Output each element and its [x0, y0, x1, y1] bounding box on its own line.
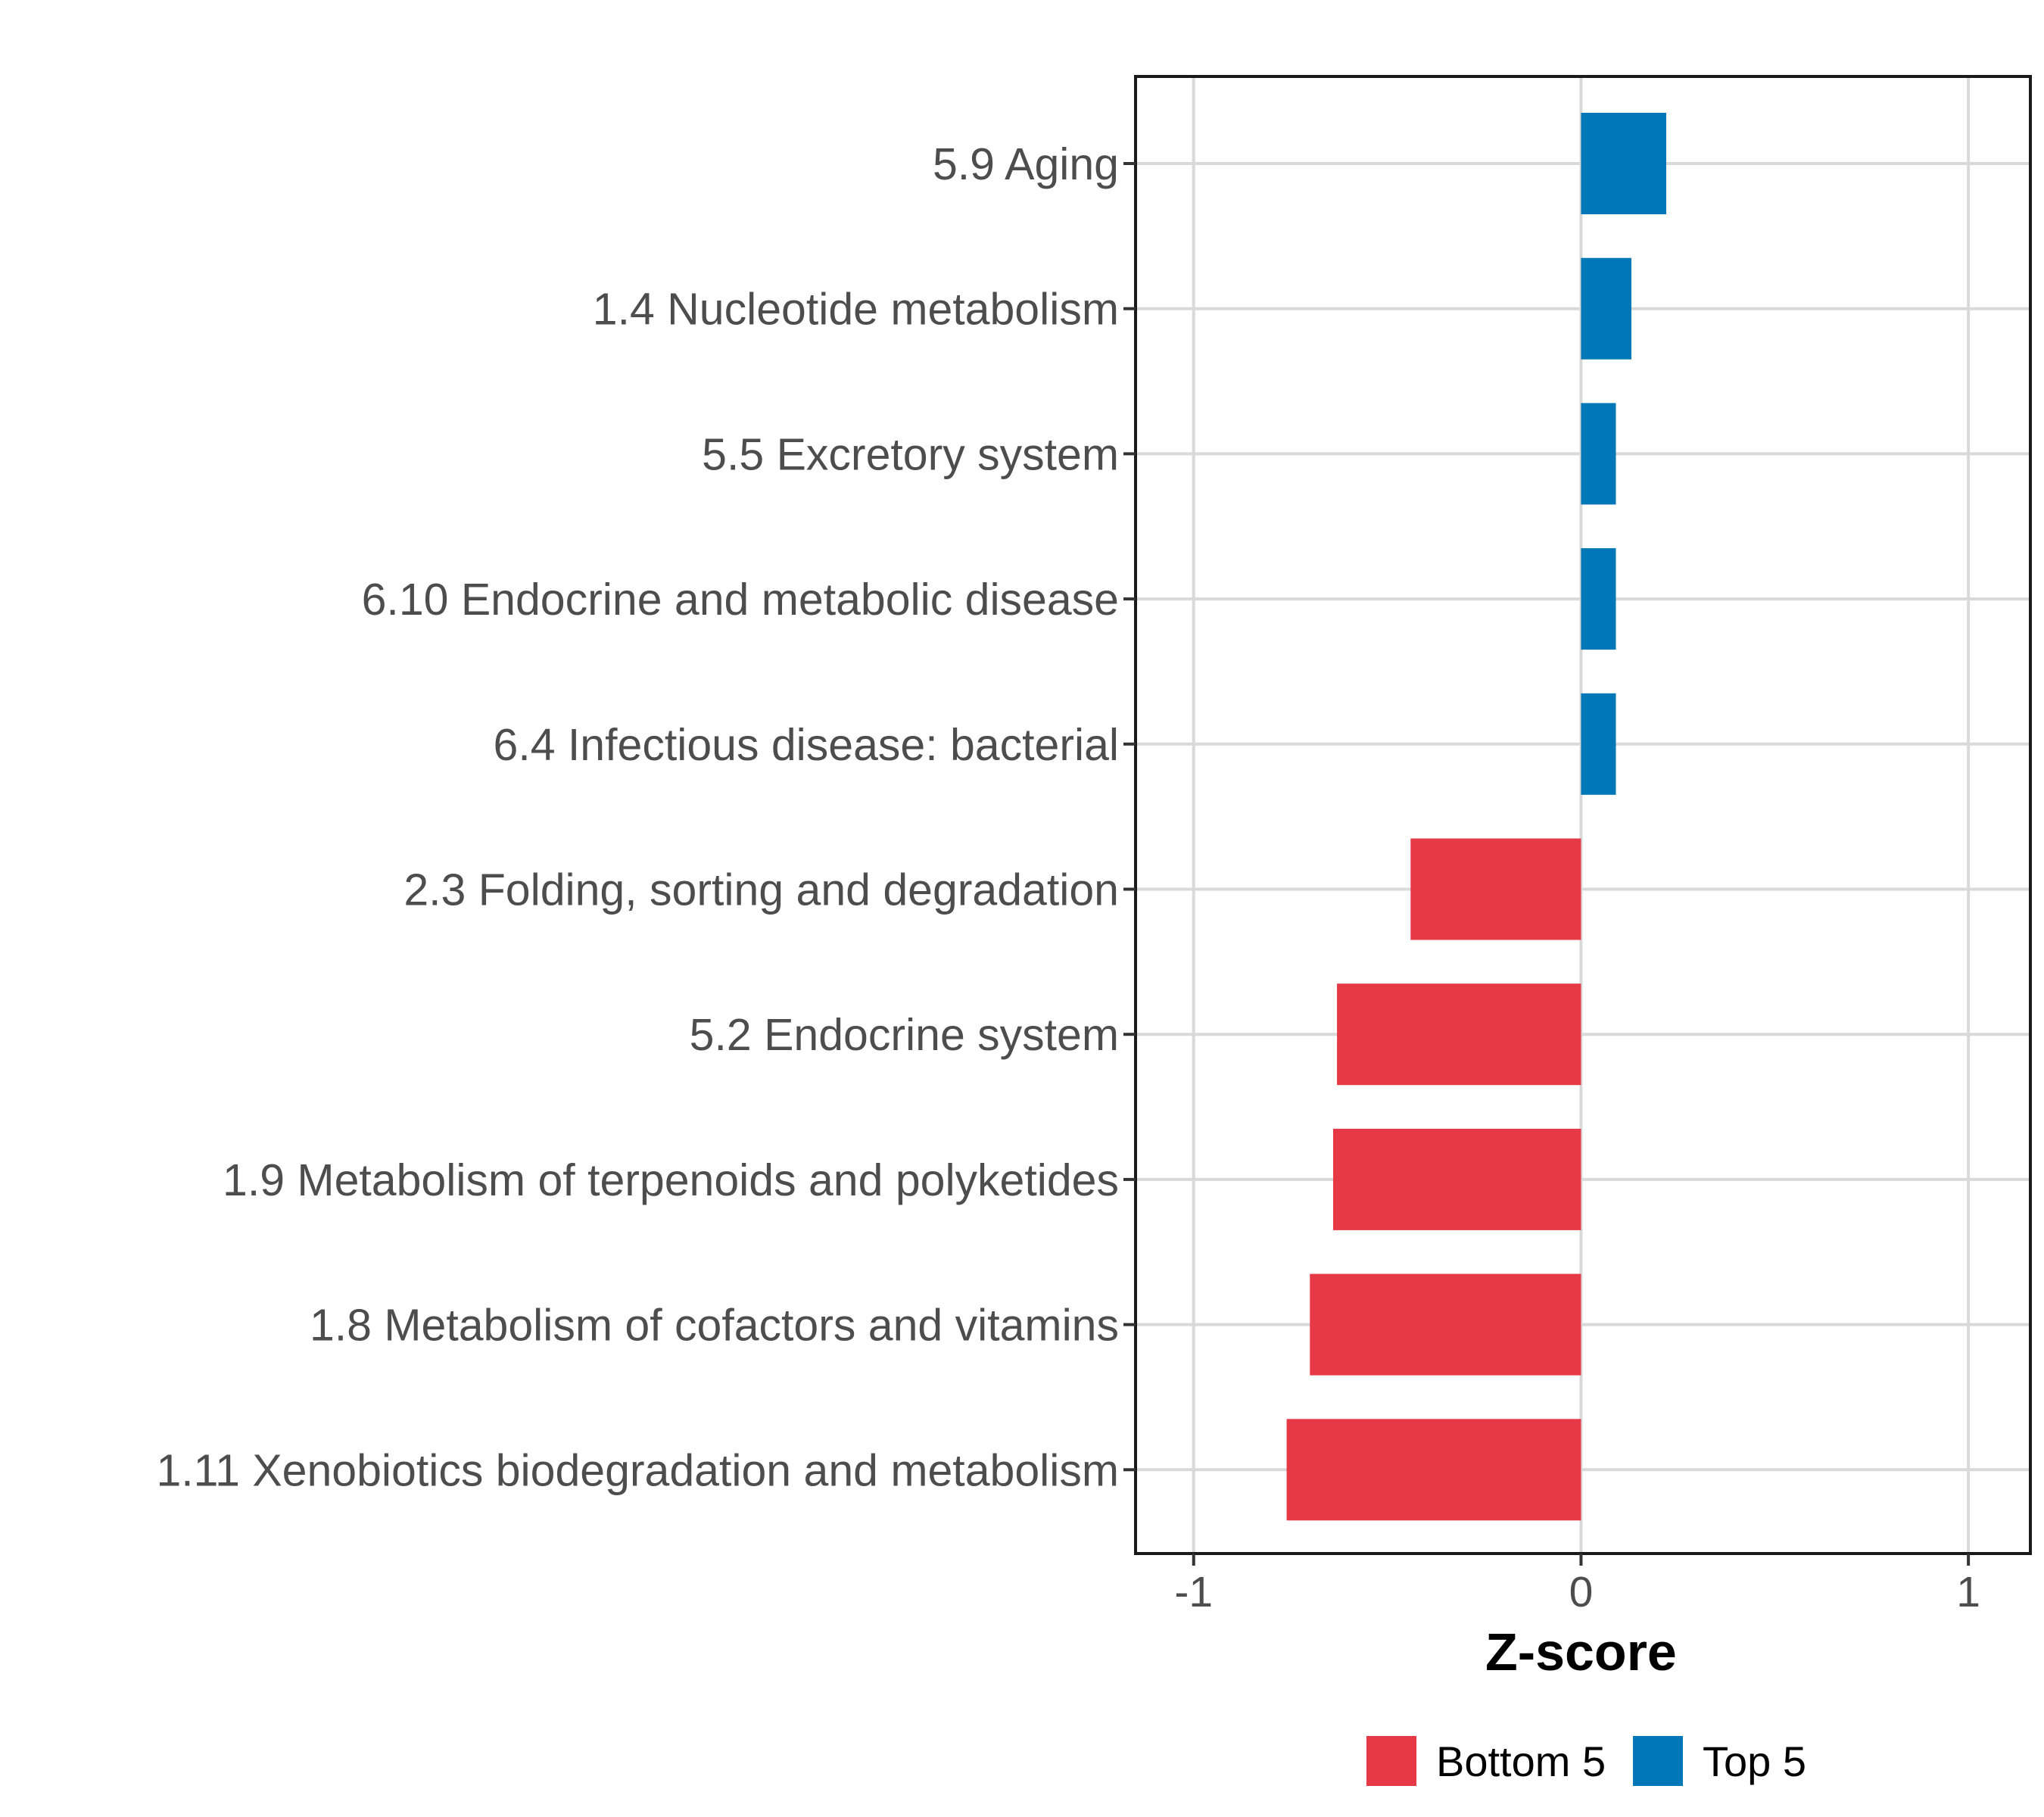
- plot-panel-border: [1134, 75, 2032, 1555]
- y-tick-label: 1.9 Metabolism of terpenoids and polyket…: [223, 1155, 1119, 1205]
- y-tick-label: 5.9 Aging: [933, 139, 1119, 189]
- bar: [1286, 1419, 1581, 1521]
- x-tick-label: 0: [1569, 1568, 1594, 1616]
- y-tick-label: 1.4 Nucleotide metabolism: [593, 285, 1119, 335]
- bar: [1332, 1128, 1581, 1230]
- legend: Bottom 5 Top 5: [1366, 1736, 1806, 1786]
- y-tick-label: 2.3 Folding, sorting and degradation: [404, 865, 1119, 915]
- y-tick-label: 6.10 Endocrine and metabolic disease: [362, 575, 1119, 625]
- bar: [1337, 983, 1581, 1086]
- y-tick-label: 6.4 Infectious disease: bacterial: [494, 720, 1120, 770]
- bar: [1310, 1273, 1581, 1376]
- bar: [1581, 403, 1616, 505]
- bar: [1581, 113, 1667, 214]
- x-tick-label: 1: [1956, 1568, 1980, 1616]
- y-tick-label: 5.5 Excretory system: [702, 429, 1119, 479]
- legend-swatch: [1633, 1736, 1683, 1786]
- legend-swatch: [1366, 1736, 1416, 1786]
- y-tick-label: 5.2 Endocrine system: [690, 1010, 1119, 1060]
- bar: [1581, 257, 1631, 360]
- bar: [1410, 838, 1581, 940]
- bar: [1581, 548, 1616, 650]
- y-tick-label: 1.11 Xenobiotics biodegradation and meta…: [156, 1445, 1119, 1495]
- legend-label: Bottom 5: [1436, 1738, 1606, 1785]
- bar: [1581, 693, 1616, 795]
- legend-label: Top 5: [1703, 1738, 1806, 1785]
- x-tick-label: -1: [1174, 1568, 1213, 1616]
- x-axis-title: Z-score: [1485, 1622, 1677, 1681]
- y-axis: 5.9 Aging 1.4 Nucleotide metabolism 5.5 Ex…: [156, 139, 1136, 1495]
- bars: [1286, 113, 1667, 1521]
- x-axis: -1 0 1: [1174, 1554, 1980, 1616]
- y-tick-label: 1.8 Metabolism of cofactors and vitamins: [310, 1301, 1119, 1351]
